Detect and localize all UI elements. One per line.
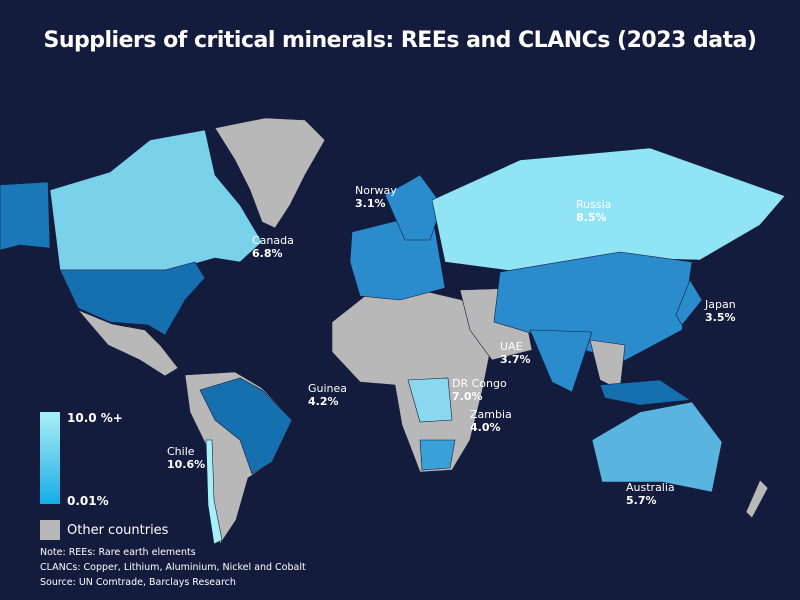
country-share: 10.6% [167, 458, 206, 471]
country-share: 8.5% [576, 211, 607, 224]
region-dr-congo [407, 377, 453, 423]
country-name: Australia [626, 481, 675, 494]
note-line: CLANCs: Copper, Lithium, Aluminium, Nick… [40, 562, 306, 573]
region-japan [675, 279, 703, 326]
legend-max-label: 10.0 %+ [67, 411, 123, 425]
legend-other-label: Other countries [67, 523, 169, 538]
region-indonesia [599, 379, 691, 406]
legend-other-swatch [40, 520, 60, 540]
note-line: Note: REEs: Rare earth elements [40, 547, 196, 558]
country-name: Zambia [470, 408, 512, 421]
label-zambia: Zambia 4.0% [470, 408, 512, 434]
legend-color-scale [40, 412, 60, 504]
region-southeast-asia [589, 339, 626, 391]
label-guinea: Guinea 4.2% [308, 382, 347, 408]
region-chile [205, 439, 223, 545]
label-norway: Norway 3.1% [355, 184, 397, 210]
region-india [529, 329, 593, 393]
country-name: DR Congo [452, 377, 507, 390]
country-share: 5.7% [626, 494, 657, 507]
country-name: Canada [252, 234, 294, 247]
map-title: Suppliers of critical minerals: REEs and… [43, 28, 758, 53]
country-share: 7.0% [452, 390, 483, 403]
region-russia [431, 147, 786, 273]
label-australia: Australia 5.7% [626, 481, 675, 507]
region-alaska [0, 181, 51, 251]
region-greenland [214, 117, 326, 229]
notes: Note: REEs: Rare earth elements CLANCs: … [40, 545, 306, 590]
country-name: Russia [576, 198, 612, 211]
country-share: 3.1% [355, 197, 386, 210]
region-scandinavia [384, 174, 443, 241]
region-southern-africa [419, 439, 456, 471]
label-canada: Canada 6.8% [252, 234, 294, 260]
country-share: 3.7% [500, 353, 531, 366]
region-brazil [199, 377, 293, 475]
note-line: Source: UN Comtrade, Barclays Research [40, 577, 236, 588]
country-name: Guinea [308, 382, 348, 395]
country-share: 3.5% [705, 311, 736, 324]
country-name: Japan [705, 298, 736, 311]
label-chile: Chile 10.6% [167, 445, 205, 471]
country-name: Norway [355, 184, 397, 197]
country-share: 6.8% [252, 247, 283, 260]
region-australia [591, 401, 723, 493]
legend-min-label: 0.01% [67, 494, 109, 508]
region-usa [59, 261, 206, 336]
label-dr-congo: DR Congo 7.0% [452, 377, 507, 403]
country-name: Chile [167, 445, 195, 458]
label-japan: Japan 3.5% [705, 298, 736, 324]
country-share: 4.2% [308, 395, 339, 408]
label-uae: UAE 3.7% [500, 340, 531, 366]
region-new-zealand [745, 479, 769, 519]
country-share: 4.0% [470, 421, 501, 434]
country-name: UAE [500, 340, 523, 353]
label-russia: Russia 8.5% [576, 198, 611, 224]
region-mexico [77, 309, 179, 377]
